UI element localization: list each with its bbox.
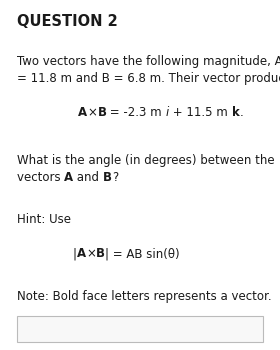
Text: and: and: [73, 170, 103, 184]
Text: A: A: [64, 170, 73, 184]
Text: = -2.3 m: = -2.3 m: [106, 106, 166, 119]
Text: .: .: [239, 106, 243, 119]
Text: Hint: Use: Hint: Use: [17, 213, 71, 226]
Text: vectors: vectors: [17, 170, 64, 184]
Text: + 11.5 m: + 11.5 m: [169, 106, 232, 119]
Text: What is the angle (in degrees) between the: What is the angle (in degrees) between t…: [17, 154, 274, 167]
Text: ?: ?: [112, 170, 118, 184]
Text: = 11.8 m and B = 6.8 m. Their vector product is:: = 11.8 m and B = 6.8 m. Their vector pro…: [17, 72, 280, 85]
Text: A: A: [77, 247, 86, 260]
FancyBboxPatch shape: [17, 316, 263, 342]
Text: i: i: [166, 106, 169, 119]
Text: A: A: [78, 106, 88, 119]
Text: Two vectors have the following magnitude, A: Two vectors have the following magnitude…: [17, 55, 280, 68]
Text: B: B: [96, 247, 105, 260]
Text: QUESTION 2: QUESTION 2: [17, 14, 118, 29]
Text: | = AB sin(θ): | = AB sin(θ): [105, 247, 179, 260]
Text: B: B: [97, 106, 106, 119]
Text: k: k: [232, 106, 239, 119]
Text: ×: ×: [88, 106, 97, 119]
Text: ×: ×: [86, 247, 96, 260]
Text: Note: Bold face letters represents a vector.: Note: Bold face letters represents a vec…: [17, 289, 271, 303]
Text: B: B: [103, 170, 112, 184]
Text: |: |: [73, 247, 77, 260]
